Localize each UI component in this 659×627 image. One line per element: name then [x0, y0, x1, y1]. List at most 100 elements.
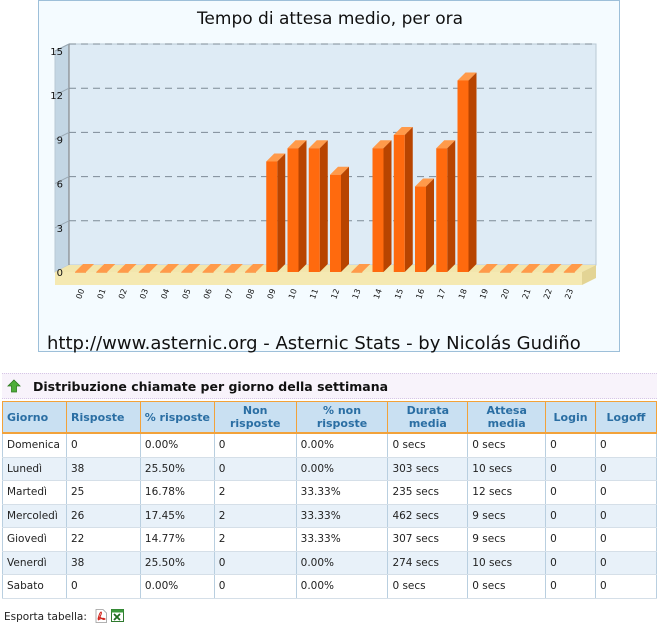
plot-floor-side [582, 265, 596, 285]
cell-attesa-media: 10 secs [467, 551, 547, 575]
plot-floor-front [55, 272, 582, 285]
table-row: Giovedì 22 14.77% 2 33.33% 307 secs 9 secs 0 0 [2, 527, 657, 552]
bar-top [330, 166, 349, 175]
y-tick-label: 9 [57, 135, 63, 146]
excel-icon[interactable] [111, 609, 124, 622]
header-attesa-media[interactable]: Attesa media [467, 401, 547, 434]
bar-top [308, 140, 328, 149]
x-tick-label: 20 [499, 288, 511, 301]
cell-giorno: Venerdì [2, 551, 67, 575]
cell-login: 0 [545, 574, 597, 599]
cell-logoff: 0 [595, 504, 657, 528]
bar [223, 264, 243, 273]
bar [245, 264, 264, 273]
gridline-side [54, 43, 70, 52]
cell-giorno: Lunedì [2, 457, 67, 481]
header-durata-media[interactable]: Durata media [387, 401, 469, 434]
bar [521, 264, 541, 273]
bar [415, 178, 434, 272]
cell-login: 0 [545, 433, 597, 458]
bar-top [75, 264, 94, 272]
x-tick-label: 18 [457, 288, 469, 301]
bar-side [404, 126, 413, 272]
x-tick-label: 13 [351, 288, 363, 301]
bar [436, 140, 456, 272]
header-pct-risposte[interactable]: % risposte [139, 401, 215, 434]
bar-top [478, 264, 498, 272]
x-tick-label: 21 [521, 288, 533, 301]
bar [457, 72, 477, 272]
x-tick-label: 07 [223, 288, 235, 301]
bar [500, 264, 519, 273]
bar-top [160, 264, 179, 272]
arrow-up-icon[interactable] [7, 379, 21, 393]
x-tick-label: 12 [329, 288, 341, 301]
table-row: Venerdì 38 25.50% 0 0.00% 274 secs 10 secs 0 0 [2, 551, 657, 575]
y-tick-label: 0 [57, 268, 63, 279]
bar-top [245, 264, 264, 272]
bar [117, 264, 137, 273]
header-login[interactable]: Login [545, 401, 597, 434]
cell-logoff: 0 [595, 551, 657, 575]
export-label: Esporta tabella: [4, 611, 87, 623]
bar [542, 264, 562, 273]
cell-risposte: 0 [65, 433, 141, 458]
bar [266, 153, 286, 272]
cell-pct-non-risposte: 33.33% [295, 504, 389, 528]
cell-attesa-media: 9 secs [467, 504, 547, 528]
cell-attesa-media: 0 secs [467, 433, 547, 458]
section-header: Distribuzione chiamate per giorno della … [2, 373, 657, 399]
x-tick-label: 03 [138, 288, 150, 301]
bar [287, 140, 307, 272]
bar-top [542, 264, 562, 272]
bar-side [468, 72, 477, 272]
cell-risposte: 0 [65, 574, 141, 599]
bar-front [478, 272, 490, 273]
cell-giorno: Domenica [2, 433, 67, 458]
bar-front [415, 186, 426, 272]
cell-attesa-media: 12 secs [467, 480, 547, 505]
cell-pct-risposte: 25.50% [139, 551, 215, 575]
bar-side [426, 178, 434, 272]
cell-pct-non-risposte: 0.00% [295, 574, 389, 599]
header-risposte[interactable]: Risposte [65, 401, 141, 434]
x-tick-label: 19 [478, 288, 490, 301]
table-row: Martedì 25 16.78% 2 33.33% 235 secs 12 secs 0 0 [2, 480, 657, 505]
bar-front [245, 272, 256, 273]
bar-top [415, 178, 434, 187]
x-tick-label: 06 [202, 288, 214, 301]
cell-pct-risposte: 16.78% [139, 480, 215, 505]
x-tick-label: 02 [117, 288, 129, 301]
bar-side [447, 140, 456, 272]
cell-risposte: 25 [65, 480, 141, 505]
header-giorno[interactable]: Giorno [2, 401, 67, 434]
bar-side [319, 140, 328, 272]
bar-front [457, 80, 469, 272]
x-tick-label: 01 [96, 288, 108, 301]
cell-pct-non-risposte: 0.00% [295, 551, 389, 575]
x-tick-label: 14 [372, 288, 384, 301]
header-logoff[interactable]: Logoff [595, 401, 657, 434]
header-non-risposte[interactable]: Non risposte [213, 401, 297, 434]
wait-time-chart: Tempo di attesa medio, per ora 15129630 … [47, 9, 597, 353]
bar-top [563, 264, 583, 272]
cell-durata-media: 307 secs [387, 527, 469, 552]
bar-top [436, 140, 456, 149]
cell-login: 0 [545, 457, 597, 481]
bar-front [138, 272, 150, 273]
chart-frame: Tempo di attesa medio, per ora 15 12 9 6 3 0 … [38, 0, 620, 353]
bar-side [383, 140, 392, 272]
bar [393, 126, 413, 272]
cell-non-risposte: 2 [213, 504, 297, 528]
bar-front [308, 148, 320, 272]
cell-non-risposte: 2 [213, 480, 297, 505]
cell-durata-media: 462 secs [387, 504, 469, 528]
bar-top [372, 140, 392, 149]
pdf-icon[interactable] [95, 609, 107, 623]
x-tick-label: 09 [266, 288, 278, 301]
cell-durata-media: 0 secs [387, 433, 469, 458]
cell-pct-non-risposte: 0.00% [295, 457, 389, 481]
header-pct-non-risposte[interactable]: % non risposte [295, 401, 389, 434]
cell-logoff: 0 [595, 480, 657, 505]
cell-non-risposte: 0 [213, 433, 297, 458]
